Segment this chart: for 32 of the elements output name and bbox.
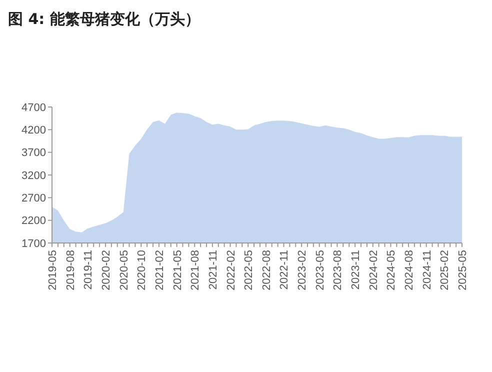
y-tick-label: 2700 — [22, 192, 46, 205]
x-tick-label: 2025-02 — [439, 250, 452, 290]
x-tick-label: 2022-11 — [278, 250, 291, 290]
x-tick-label: 2019-11 — [82, 250, 95, 290]
x-tick-label: 2024-05 — [386, 250, 398, 290]
x-tick-label: 2021-02 — [154, 250, 166, 290]
y-tick-label: 2200 — [22, 215, 46, 228]
x-tick-label: 2022-02 — [225, 250, 238, 290]
x-tick-label: 2023-02 — [296, 250, 309, 290]
chart-title: 图 4: 能繁母猪变化（万头） — [8, 10, 200, 28]
x-tick-label: 2022-08 — [260, 250, 273, 290]
y-tick-label: 3200 — [22, 170, 46, 182]
x-tick-label: 2020-10 — [136, 250, 148, 290]
x-tick-label: 2020-05 — [118, 250, 130, 290]
x-tick-label: 2023-08 — [332, 250, 344, 290]
x-tick-label: 2019-05 — [47, 250, 59, 290]
x-tick-label: 2022-05 — [243, 250, 256, 290]
x-tick-label: 2019-08 — [64, 250, 77, 290]
x-tick-label: 2024-11 — [421, 250, 434, 290]
x-tick-label: 2023-11 — [350, 250, 362, 290]
x-tick-label: 2021-05 — [172, 250, 184, 290]
y-tick-label: 1700 — [22, 238, 46, 250]
x-tick-label: 2023-05 — [314, 250, 326, 290]
x-tick-label: 2024-02 — [368, 250, 380, 290]
x-tick-label: 2021-11 — [207, 250, 220, 290]
x-tick-label: 2020-02 — [100, 250, 112, 290]
x-tick-label: 2021-08 — [190, 250, 202, 290]
y-tick-label: 4200 — [22, 124, 46, 137]
x-tick-label: 2024-08 — [404, 250, 416, 290]
y-tick-label: 4700 — [22, 102, 46, 114]
x-tick-label: 2025-05 — [457, 250, 469, 290]
y-tick-label: 3700 — [22, 147, 46, 160]
